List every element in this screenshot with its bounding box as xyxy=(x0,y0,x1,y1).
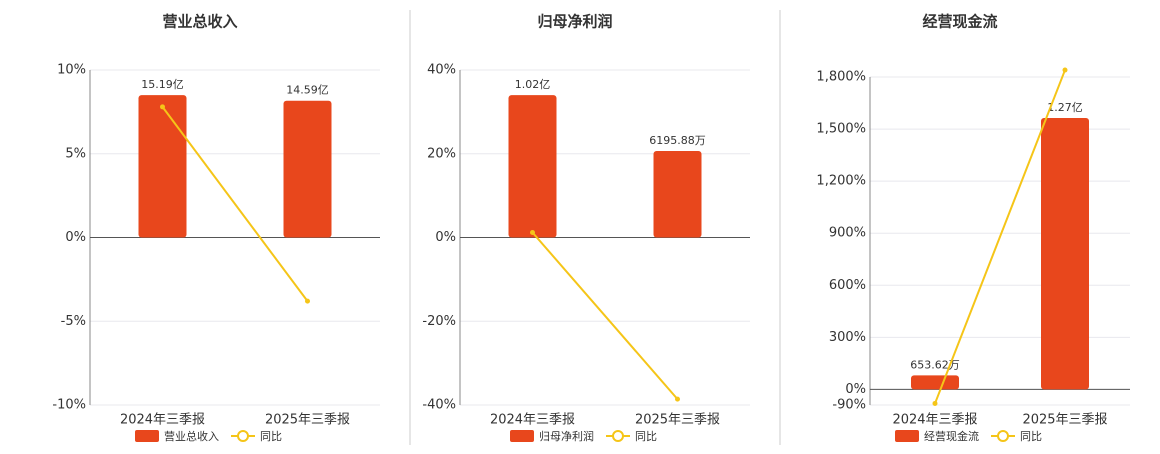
x-tick-label: 2025年三季报 xyxy=(265,413,350,428)
y-tick-label: 1,800% xyxy=(816,70,866,85)
x-tick-label: 2025年三季报 xyxy=(635,413,720,428)
point xyxy=(932,400,938,406)
data-label: 1.27亿 xyxy=(1047,101,1083,114)
legend-marker xyxy=(997,430,1009,442)
chart-title: 经营现金流 xyxy=(922,13,997,31)
x-tick-label: 2024年三季报 xyxy=(120,413,205,428)
y-tick-label: 0% xyxy=(435,230,456,245)
y-tick-label: 0% xyxy=(65,230,86,245)
bar xyxy=(1041,118,1089,390)
x-tick-label: 2024年三季报 xyxy=(490,413,575,428)
x-tick-label: 2025年三季报 xyxy=(1022,413,1107,428)
chart-title: 营业总收入 xyxy=(162,13,237,31)
data-label: 1.02亿 xyxy=(515,78,551,91)
bar xyxy=(653,151,702,238)
y-tick-label: 1,500% xyxy=(816,122,866,137)
y-tick-label: 600% xyxy=(829,278,866,293)
legend-label: 营业总收入 xyxy=(164,429,219,443)
y-tick-label: -10% xyxy=(52,398,86,413)
line xyxy=(934,69,1066,404)
legend-label: 同比 xyxy=(260,430,282,443)
point xyxy=(675,396,680,402)
y-tick-label: -20% xyxy=(422,314,456,329)
legend-label: 同比 xyxy=(1020,430,1042,443)
data-label: 6195.88万 xyxy=(649,134,706,147)
point xyxy=(530,229,535,235)
y-tick-label: 10% xyxy=(57,63,86,78)
y-tick-label: 5% xyxy=(65,146,86,161)
y-tick-label: 0% xyxy=(845,382,866,397)
line xyxy=(531,231,679,400)
bar xyxy=(138,95,187,238)
bar xyxy=(911,375,959,390)
data-label: 15.19亿 xyxy=(141,78,184,91)
legend-swatch xyxy=(135,430,159,442)
data-label: 14.59亿 xyxy=(286,84,329,97)
y-tick-label: -5% xyxy=(61,314,86,329)
legend-label: 归母净利润 xyxy=(539,429,594,443)
point xyxy=(1062,67,1068,73)
legend-swatch xyxy=(510,430,534,442)
legend-swatch xyxy=(895,430,919,442)
data-label: 653.62万 xyxy=(910,358,960,371)
y-tick-label: 300% xyxy=(829,330,866,345)
x-tick-label: 2024年三季报 xyxy=(892,413,977,428)
bar xyxy=(508,95,557,238)
legend-marker xyxy=(612,430,624,442)
y-tick-label: 20% xyxy=(427,146,456,161)
legend-marker xyxy=(237,430,249,442)
y-tick-label: -40% xyxy=(422,398,456,413)
chart-title: 归母净利润 xyxy=(537,13,612,31)
legend-label: 同比 xyxy=(635,430,657,443)
legend-label: 经营现金流 xyxy=(924,429,979,443)
bar xyxy=(283,100,332,238)
y-tick-label: 900% xyxy=(829,226,866,241)
point xyxy=(305,298,310,304)
y-tick-label: -90% xyxy=(832,398,866,413)
line xyxy=(161,106,309,302)
point xyxy=(160,104,165,110)
y-tick-label: 40% xyxy=(427,63,456,78)
y-tick-label: 1,200% xyxy=(816,174,866,189)
